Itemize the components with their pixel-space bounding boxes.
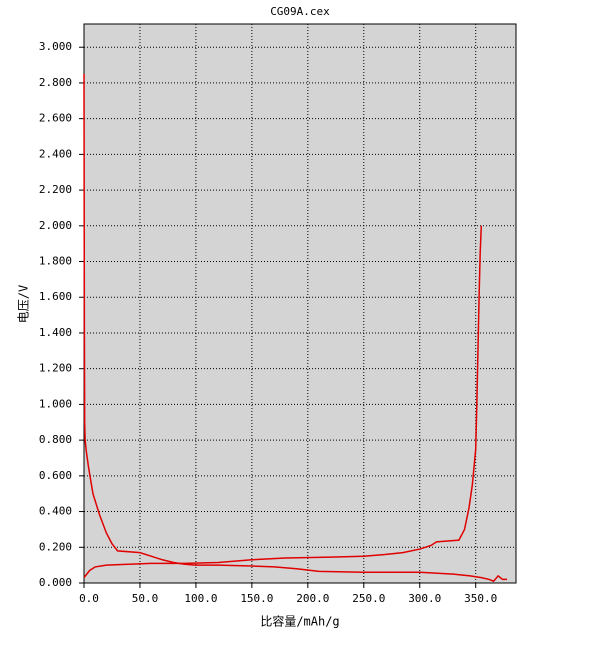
x-tick-label: 200.0 (296, 592, 329, 605)
chart-title: CG09A.cex (270, 5, 330, 18)
x-axis-label: 比容量/mAh/g (260, 614, 339, 629)
y-tick-label: 1.000 (39, 397, 72, 410)
y-tick-label: 0.800 (39, 433, 72, 446)
x-tick-label: 0.0 (79, 592, 99, 605)
x-tick-label: 300.0 (408, 592, 441, 605)
data-line (83, 225, 483, 579)
y-tick-label: 0.000 (39, 576, 72, 589)
plot-area (84, 24, 516, 583)
y-tick-label: 0.200 (39, 540, 72, 553)
y-tick-label: 1.800 (39, 255, 72, 268)
y-tick-label: 0.600 (39, 469, 72, 482)
y-tick-label: 1.600 (39, 290, 72, 303)
x-tick-label: 50.0 (132, 592, 159, 605)
y-tick-label: 1.200 (39, 362, 72, 375)
y-tick-label: 2.400 (39, 147, 72, 160)
y-tick-label: 2.600 (39, 112, 72, 125)
y-tick-label: 2.200 (39, 183, 72, 196)
y-tick-label: 2.000 (39, 219, 72, 232)
x-tick-label: 350.0 (464, 592, 497, 605)
data-line (83, 74, 508, 583)
x-tick-label: 150.0 (240, 592, 273, 605)
y-tick-label: 0.400 (39, 505, 72, 518)
x-tick-label: 250.0 (352, 592, 385, 605)
x-tick-label: 100.0 (184, 592, 217, 605)
y-tick-label: 1.400 (39, 326, 72, 339)
y-tick-label: 2.800 (39, 76, 72, 89)
y-axis-label: 电压/V (17, 285, 31, 323)
y-tick-label: 3.000 (39, 40, 72, 53)
